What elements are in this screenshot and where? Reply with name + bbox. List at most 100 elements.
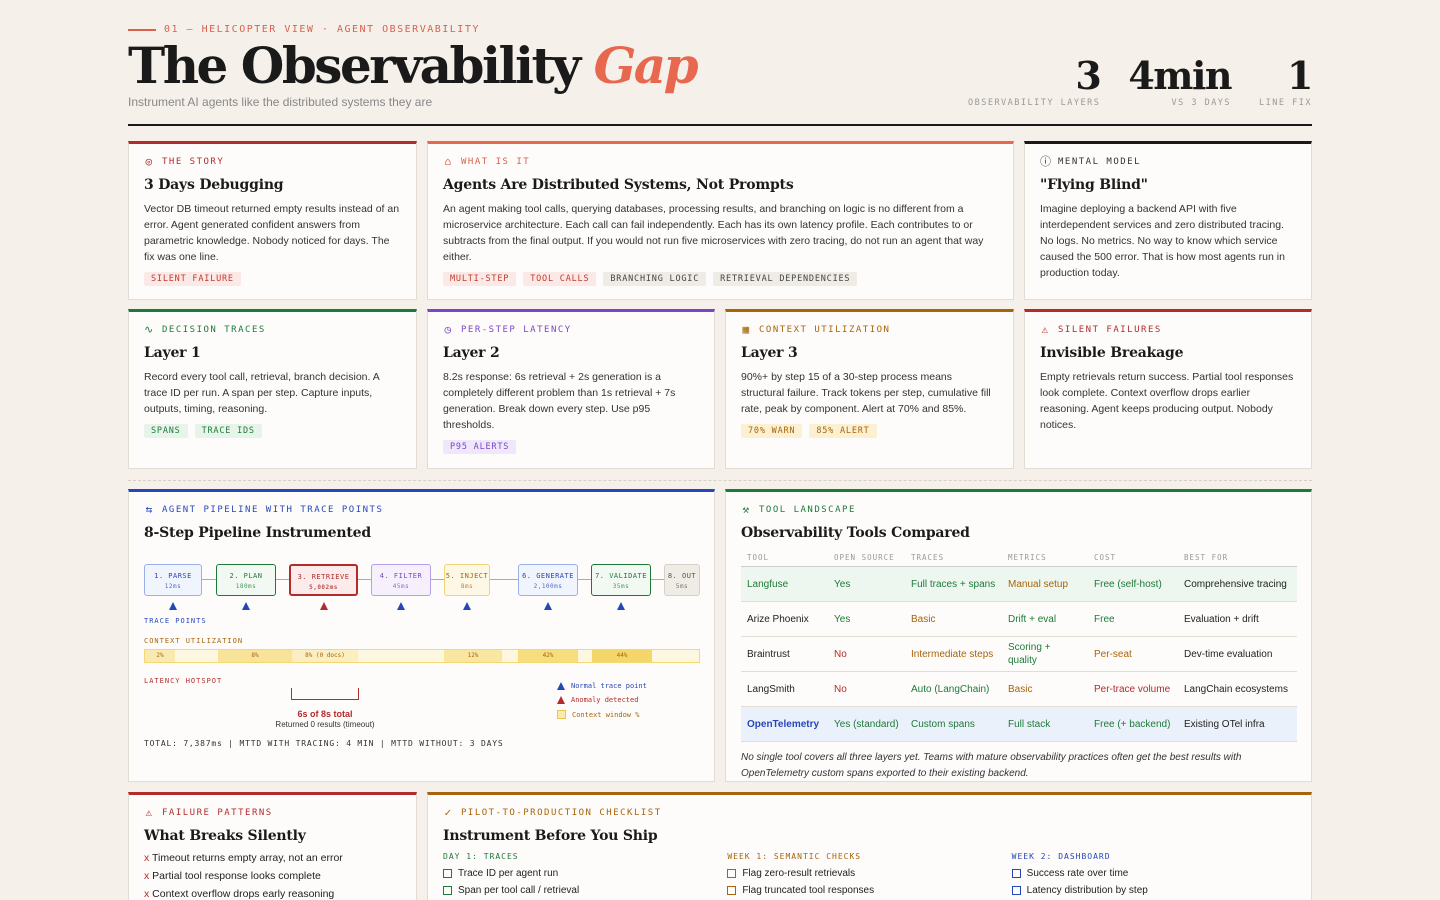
card-body: 90%+ by step 15 of a 30-step process mea… bbox=[741, 371, 991, 415]
table-header: COST bbox=[1088, 549, 1178, 567]
pipeline-step-generate[interactable]: 6. GENERATE 2,100ms bbox=[518, 564, 578, 596]
card-title: Layer 3 bbox=[741, 345, 798, 361]
pipeline-step-retrieve[interactable]: 3. RETRIEVE 5,002ms bbox=[289, 564, 358, 596]
pill: 70% WARN bbox=[741, 424, 803, 438]
trace-point-icon bbox=[617, 602, 625, 610]
card-title: Observability Tools Compared bbox=[741, 525, 970, 541]
pill: TOOL CALLS bbox=[523, 272, 597, 286]
trace-point-icon bbox=[169, 602, 177, 610]
checklist-item[interactable]: Flag truncated tool responses bbox=[727, 885, 1011, 896]
target-icon: ◎ bbox=[145, 155, 154, 168]
pipeline-legend: Normal trace point Anomaly detected Cont… bbox=[557, 682, 647, 725]
pill: BRANCHING LOGIC bbox=[603, 272, 707, 286]
checklist-item[interactable]: Span per tool call / retrieval bbox=[443, 885, 727, 896]
card-what-is-it: ⌂ WHAT IS IT Agents Are Distributed Syste… bbox=[427, 141, 1014, 300]
pipeline-totals: TOTAL: 7,387ms | MTTD WITH TRACING: 4 MI… bbox=[144, 739, 504, 748]
card-layer-2: ◷ PER-STEP LATENCY Layer 2 8.2s response:… bbox=[427, 309, 715, 469]
table-header: METRICS bbox=[1002, 549, 1088, 567]
card-title: "Flying Blind" bbox=[1040, 177, 1148, 193]
card-title: Agents Are Distributed Systems, Not Prom… bbox=[443, 177, 794, 193]
pipeline-step-validate[interactable]: 7. VALIDATE 35ms bbox=[591, 564, 651, 596]
context-segment bbox=[358, 650, 444, 662]
trace-point-icon bbox=[557, 682, 565, 690]
pipeline-step-out[interactable]: 8. OUT 5ms bbox=[664, 564, 700, 596]
table-row[interactable]: Braintrust No Intermediate steps Scoring… bbox=[741, 636, 1297, 672]
pipeline-step-plan[interactable]: 2. PLAN 180ms bbox=[216, 564, 276, 596]
context-swatch-icon bbox=[557, 710, 566, 719]
table-header: TOOL bbox=[741, 549, 828, 567]
warning-icon: ⚠ bbox=[145, 806, 154, 819]
checklist-column-week1: WEEK 1: SEMANTIC CHECKS Flag zero-result… bbox=[727, 852, 1011, 900]
trace-points-label: TRACE POINTS bbox=[144, 617, 207, 625]
table-row[interactable]: Arize Phoenix Yes Basic Drift + eval Fre… bbox=[741, 601, 1297, 637]
x-icon: x bbox=[144, 888, 153, 900]
pipeline-step-inject[interactable]: 5. INJECT 8ms bbox=[444, 564, 490, 596]
pulse-icon: ∿ bbox=[144, 323, 155, 336]
pipeline-steps: 1. PARSE 12ms 2. PLAN 180ms 3. RETRIEVE 5,0… bbox=[144, 564, 700, 610]
latency-hotspot-bracket bbox=[291, 688, 359, 700]
stat-layers: 3 OBSERVABILITY LAYERS bbox=[967, 53, 1102, 109]
latency-label: LATENCY HOTSPOT bbox=[144, 677, 223, 685]
tool-icon: ⚒ bbox=[742, 503, 751, 516]
checklist-column-day1: DAY 1: TRACES Trace ID per agent run Spa… bbox=[443, 852, 727, 900]
anomaly-point-icon bbox=[557, 696, 565, 704]
pipeline-step-filter[interactable]: 4. FILTER 45ms bbox=[371, 564, 431, 596]
card-title: Instrument Before You Ship bbox=[443, 828, 658, 844]
pill: MULTI-STEP bbox=[443, 272, 517, 286]
header-rule bbox=[128, 124, 1312, 126]
checklist-column-week2: WEEK 2: DASHBOARD Success rate over time… bbox=[1011, 852, 1296, 900]
card-title: 3 Days Debugging bbox=[144, 177, 284, 193]
trace-point-icon bbox=[397, 602, 405, 610]
table-header: BEST FOR bbox=[1178, 549, 1297, 567]
hotspot-title: 6s of 8s total bbox=[297, 709, 353, 719]
checkbox-icon[interactable] bbox=[443, 869, 452, 878]
context-segment bbox=[502, 650, 518, 662]
card-tools: ⚒ TOOL LANDSCAPE Observability Tools Comp… bbox=[725, 489, 1312, 782]
trace-point-icon bbox=[544, 602, 552, 610]
page-title: The Observability Gap bbox=[128, 36, 699, 95]
table-row[interactable]: OpenTelemetry Yes (standard) Custom span… bbox=[741, 706, 1297, 742]
context-bar: 2% 8% 8% (0 docs) 12% 42% 44% bbox=[144, 649, 700, 663]
pill: 85% ALERT bbox=[809, 424, 877, 438]
checkbox-icon[interactable] bbox=[727, 886, 737, 895]
x-icon: x bbox=[144, 870, 153, 882]
stat-fix: 1 LINE FIX bbox=[1259, 53, 1313, 109]
card-body: Vector DB timeout returned empty results… bbox=[144, 203, 400, 263]
calendar-icon: ▦ bbox=[742, 323, 751, 336]
clock-icon: ◷ bbox=[444, 323, 453, 336]
eyebrow: 01 — HELICOPTER VIEW · AGENT OBSERVABILI… bbox=[128, 24, 480, 35]
context-segment: 8% (0 docs) bbox=[292, 650, 358, 662]
card-title: 8-Step Pipeline Instrumented bbox=[144, 525, 371, 541]
card-story: ◎ THE STORY 3 Days Debugging Vector DB ti… bbox=[128, 141, 417, 300]
page-subtitle: Instrument AI agents like the distribute… bbox=[128, 95, 433, 109]
checkbox-icon[interactable] bbox=[1011, 886, 1021, 895]
table-header: OPEN SOURCE bbox=[828, 549, 905, 567]
card-title: What Breaks Silently bbox=[144, 828, 306, 844]
pill: TRACE IDS bbox=[194, 424, 262, 438]
context-segment: 2% bbox=[145, 650, 175, 662]
pipeline-step-parse[interactable]: 1. PARSE 12ms bbox=[144, 564, 202, 596]
pill: P95 ALERTS bbox=[443, 440, 517, 454]
table-row[interactable]: Langfuse Yes Full traces + spans Manual … bbox=[741, 566, 1297, 602]
checklist-item[interactable]: Trace ID per agent run bbox=[443, 868, 727, 879]
checklist-item[interactable]: Success rate over time bbox=[1011, 868, 1296, 879]
context-segment: 12% bbox=[444, 650, 502, 662]
list-item: x Partial tool response looks complete bbox=[144, 870, 321, 882]
x-icon: x bbox=[144, 852, 152, 864]
list-item: x Context overflow drops early reasoning bbox=[144, 888, 335, 900]
card-silent-failures: ⚠ SILENT FAILURES Invisible Breakage Empt… bbox=[1024, 309, 1312, 469]
checkbox-icon[interactable] bbox=[727, 869, 737, 878]
table-header: TRACES bbox=[905, 549, 1002, 567]
trace-point-icon bbox=[242, 602, 250, 610]
checkbox-icon[interactable] bbox=[443, 886, 452, 895]
table-row[interactable]: LangSmith No Auto (LangChain) Basic Per-… bbox=[741, 671, 1297, 707]
checklist-item[interactable]: Latency distribution by step bbox=[1011, 885, 1296, 896]
context-segment: 44% bbox=[592, 650, 652, 662]
checkbox-icon[interactable] bbox=[1011, 869, 1021, 878]
context-label: CONTEXT UTILIZATION bbox=[144, 637, 244, 645]
check-circle-icon: ✓ bbox=[444, 806, 453, 819]
anomaly-point-icon bbox=[320, 602, 328, 610]
card-layer-1: ∿ DECISION TRACES Layer 1 Record every to… bbox=[128, 309, 417, 469]
checklist-item[interactable]: Flag zero-result retrievals bbox=[727, 868, 1011, 879]
context-segment bbox=[578, 650, 592, 662]
